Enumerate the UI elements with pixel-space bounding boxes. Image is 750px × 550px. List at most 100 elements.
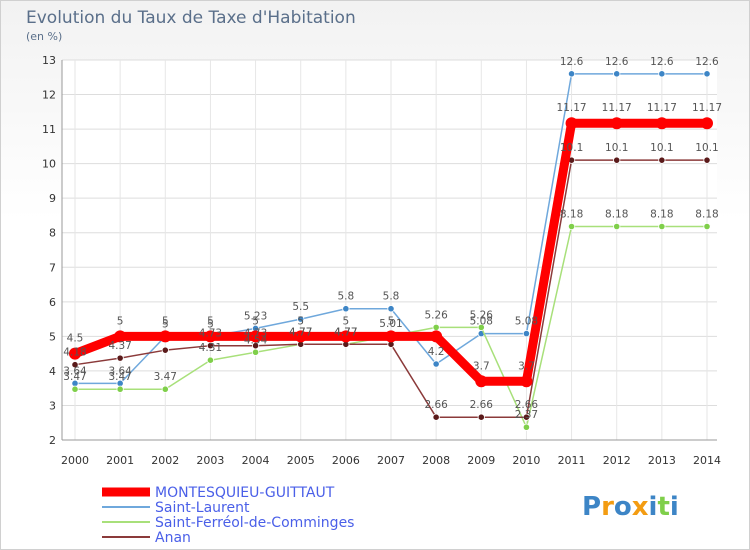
- x-tick-label: 2012: [603, 454, 631, 467]
- data-label-anan: 4.73: [199, 328, 222, 340]
- data-label-montesquieu-guittaut: 5: [162, 315, 169, 327]
- data-label-montesquieu-guittaut: 11.17: [557, 102, 587, 114]
- data-label-montesquieu-guittaut: 3.7: [473, 360, 490, 372]
- x-tick-label: 2004: [242, 454, 270, 467]
- data-point-montesquieu-guittaut: [339, 330, 352, 343]
- x-tick-label: 2009: [467, 454, 495, 467]
- data-label-saint-laurent: 5: [207, 318, 214, 330]
- data-label-anan: 10.1: [695, 142, 718, 154]
- data-point-saint-laurent: [567, 70, 576, 78]
- data-label-montesquieu-guittaut: 11.17: [647, 102, 677, 114]
- data-point-saint-ferr-ol-de-comminges: [432, 323, 440, 331]
- legend-label: Saint-Laurent: [155, 500, 250, 516]
- data-label-anan: 4.77: [334, 326, 357, 338]
- x-tick-label: 2011: [558, 454, 586, 467]
- data-label-anan: 4.37: [108, 340, 131, 352]
- data-point-saint-laurent: [387, 305, 395, 313]
- data-label-saint-laurent: 5.5: [292, 301, 309, 313]
- x-tick-label: 2002: [151, 454, 179, 467]
- data-label-montesquieu-guittaut: 4.5: [67, 333, 84, 345]
- data-point-saint-ferr-ol-de-comminges: [251, 348, 260, 356]
- y-tick-label: 10: [42, 158, 56, 171]
- data-point-saint-ferr-ol-de-comminges: [116, 385, 124, 393]
- legend-label: Saint-Ferréol-de-Comminges: [155, 515, 354, 531]
- data-label-montesquieu-guittaut: 5: [388, 315, 395, 327]
- data-point-montesquieu-guittaut: [701, 117, 713, 130]
- data-point-montesquieu-guittaut: [655, 117, 668, 130]
- data-label-anan: 4.18: [63, 347, 86, 359]
- chart-subtitle: (en %): [26, 30, 62, 43]
- data-point-saint-laurent: [297, 315, 305, 323]
- data-label-saint-laurent: 12.6: [605, 56, 629, 68]
- data-label-anan: 10.1: [650, 142, 673, 154]
- data-label-saint-ferr-ol-de-comminges: 8.18: [605, 209, 628, 221]
- chart-title: Evolution du Taux de Taxe d'Habitation: [26, 8, 356, 28]
- data-point-montesquieu-guittaut: [475, 375, 488, 388]
- data-point-saint-ferr-ol-de-comminges: [477, 323, 485, 331]
- x-tick-label: 2006: [332, 454, 360, 467]
- x-tick-label: 2001: [106, 454, 134, 467]
- data-label-montesquieu-guittaut: 11.17: [602, 102, 632, 114]
- data-point-saint-ferr-ol-de-comminges: [161, 385, 169, 393]
- y-tick-label: 2: [49, 434, 56, 447]
- y-tick-label: 13: [42, 54, 56, 67]
- data-label-saint-laurent: 12.6: [560, 56, 584, 68]
- y-tick-label: 6: [49, 296, 56, 309]
- logo-letter: r: [601, 492, 614, 522]
- data-point-saint-ferr-ol-de-comminges: [71, 385, 79, 393]
- data-point-montesquieu-guittaut: [159, 330, 172, 343]
- data-label-saint-ferr-ol-de-comminges: 8.18: [650, 209, 673, 221]
- y-tick-label: 9: [49, 192, 56, 205]
- y-tick-label: 7: [49, 261, 56, 274]
- data-point-anan: [206, 342, 215, 350]
- logo-letter: o: [614, 492, 632, 522]
- logo-letter: P: [582, 492, 601, 522]
- x-tick-label: 2013: [648, 454, 676, 467]
- data-point-saint-ferr-ol-de-comminges: [567, 222, 576, 231]
- data-label-saint-laurent: 3.64: [108, 365, 132, 377]
- data-point-saint-laurent: [703, 70, 711, 78]
- data-point-anan: [161, 346, 169, 354]
- data-label-saint-laurent: 4.2: [428, 346, 445, 358]
- data-point-anan: [613, 156, 621, 164]
- data-label-saint-laurent: 3.64: [63, 365, 87, 377]
- y-tick-label: 12: [42, 89, 56, 102]
- legend-label: MONTESQUIEU-GUITTAUT: [155, 485, 335, 501]
- axes: 2 3 4 5 6 7 8 9 10 11 12 13 2000 2001 2002 2003 2004 2005…: [42, 54, 721, 467]
- data-label-anan: 10.1: [605, 142, 628, 154]
- data-point-anan: [658, 156, 666, 164]
- data-point-montesquieu-guittaut: [565, 117, 578, 130]
- data-label-anan: 2.66: [515, 399, 539, 411]
- logo-letter: t: [657, 492, 669, 522]
- data-label-anan: 4.77: [289, 326, 312, 338]
- y-tick-label: 4: [49, 365, 56, 378]
- data-point-anan: [522, 413, 531, 421]
- data-label-montesquieu-guittaut: 11.17: [692, 102, 722, 114]
- data-label-saint-ferr-ol-de-comminges: 3.47: [108, 371, 131, 383]
- data-point-saint-ferr-ol-de-comminges: [703, 222, 711, 231]
- data-label-anan: 10.1: [560, 142, 583, 154]
- data-label-saint-ferr-ol-de-comminges: 2.37: [515, 409, 538, 421]
- data-point-montesquieu-guittaut: [385, 330, 397, 343]
- logo-letter: i: [649, 492, 658, 522]
- x-tick-label: 2003: [196, 454, 224, 467]
- data-label-saint-ferr-ol-de-comminges: 4.77: [289, 326, 312, 338]
- data-label-saint-laurent: 5.8: [338, 291, 355, 303]
- data-point-montesquieu-guittaut: [204, 330, 217, 343]
- x-tick-label: 2010: [512, 454, 540, 467]
- data-point-saint-ferr-ol-de-comminges: [658, 222, 666, 231]
- x-tick-label: 2005: [287, 454, 315, 467]
- data-label-montesquieu-guittaut: 5: [297, 315, 304, 327]
- x-tick-label: 2014: [693, 454, 721, 467]
- logo-text: Proxiti: [582, 492, 679, 522]
- data-point-anan: [116, 354, 124, 362]
- data-label-saint-ferr-ol-de-comminges: 4.31: [199, 342, 222, 354]
- data-label-saint-laurent: 5.08: [515, 316, 538, 328]
- y-tick-label: 3: [49, 399, 56, 412]
- data-point-saint-laurent: [522, 329, 531, 338]
- data-point-montesquieu-guittaut: [114, 330, 127, 343]
- data-label-anan: 2.66: [470, 399, 494, 411]
- data-label-montesquieu-guittaut: 5: [252, 315, 259, 327]
- data-point-saint-laurent: [613, 70, 621, 78]
- data-point-anan: [703, 156, 711, 164]
